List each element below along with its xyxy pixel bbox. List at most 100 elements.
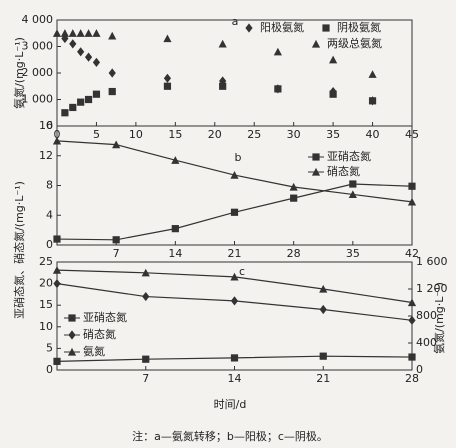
x-tick-label: 28 (405, 372, 419, 385)
y2-tick-label: 1 200 (416, 282, 448, 295)
y-tick-label: 8 (46, 179, 53, 192)
marker (319, 284, 328, 293)
panel-label: b (235, 151, 242, 164)
x-tick-label: 42 (405, 247, 419, 260)
marker (92, 90, 101, 98)
marker (368, 97, 377, 105)
marker (230, 296, 239, 306)
marker (274, 85, 282, 93)
marker (171, 225, 179, 233)
y-tick-label: 0 (46, 238, 53, 251)
marker (53, 357, 61, 365)
marker (171, 156, 180, 164)
marker (77, 98, 85, 106)
marker (219, 82, 227, 90)
y-tick-label: 20 (39, 277, 53, 290)
y2-tick-label: 800 (416, 309, 437, 322)
marker (108, 87, 116, 96)
marker (408, 353, 416, 361)
marker (218, 39, 227, 48)
x-tick-label: 10 (129, 128, 143, 141)
marker (273, 47, 282, 56)
y-tick-label: 16 (39, 119, 53, 132)
marker (407, 197, 417, 206)
panel-label: a (232, 15, 239, 28)
legend-label: 两级总氨氮 (327, 36, 382, 50)
legend-label: 硝态氮 (83, 327, 116, 341)
y2-tick-label: 0 (416, 363, 423, 376)
marker (408, 182, 416, 190)
legend-marker (68, 330, 76, 340)
legend-label: 亚硝态氮 (83, 310, 127, 324)
marker (69, 103, 77, 112)
marker (230, 208, 239, 216)
y-tick-label: 2 000 (22, 66, 54, 79)
marker (163, 82, 172, 90)
marker (142, 355, 150, 363)
y-tick-label: 0 (46, 363, 53, 376)
y-tick-label: 0 (46, 119, 53, 132)
marker (52, 29, 62, 37)
marker (53, 279, 61, 289)
x-tick-label: 7 (113, 247, 120, 260)
marker (408, 315, 416, 325)
y2-tick-label: 400 (416, 336, 437, 349)
marker (53, 235, 61, 243)
x-tick-label: 15 (168, 128, 182, 141)
x-tick-label: 40 (366, 128, 380, 141)
marker (112, 140, 121, 149)
marker (141, 268, 150, 277)
marker (84, 29, 93, 37)
x-tick-label: 25 (247, 128, 261, 141)
marker (76, 29, 85, 37)
y-axis-label: 氨氮/(mg·L⁻¹) (12, 37, 26, 109)
legend-marker (68, 314, 76, 322)
legend-label: 阴极氨氮 (337, 20, 381, 34)
marker (163, 34, 172, 43)
marker (289, 182, 298, 191)
y-tick-label: 1 000 (22, 93, 54, 106)
marker (142, 291, 150, 302)
legend-marker (245, 23, 253, 33)
marker (407, 298, 417, 307)
y-tick-label: 25 (39, 255, 53, 268)
x-tick-label: 35 (346, 247, 360, 260)
x-axis-label: 时间/d (214, 398, 247, 411)
y-tick-label: 3 000 (22, 40, 54, 53)
x-tick-label: 30 (287, 128, 301, 141)
marker (69, 39, 77, 49)
marker (112, 236, 120, 244)
x-tick-label: 21 (316, 372, 330, 385)
marker (84, 52, 93, 62)
marker (77, 47, 85, 57)
x-tick-label: 21 (228, 247, 242, 260)
legend-label: 氨氮 (83, 344, 105, 358)
marker (230, 354, 239, 362)
legend-marker (312, 153, 320, 161)
y-tick-label: 4 000 (22, 13, 54, 26)
x-tick-label: 20 (208, 128, 222, 141)
y-tick-label: 12 (39, 149, 53, 162)
marker (319, 304, 327, 315)
legend-marker (311, 39, 321, 48)
marker (349, 180, 357, 188)
marker (329, 90, 337, 98)
y-tick-label: 5 (46, 341, 53, 354)
x-tick-label: 5 (93, 128, 100, 141)
x-tick-label: 14 (228, 372, 242, 385)
marker (60, 29, 69, 37)
legend-marker (311, 167, 321, 176)
marker (92, 57, 101, 67)
legend-label: 阳极氨氮 (260, 20, 304, 34)
legend-label: 亚硝态氮 (327, 149, 371, 163)
y2-axis-label: 氨氮/(mg·L⁻¹) (432, 282, 446, 354)
marker (348, 190, 357, 199)
marker (52, 136, 62, 145)
marker (319, 352, 327, 360)
marker (92, 29, 101, 37)
marker (163, 73, 172, 83)
legend-marker (67, 347, 77, 356)
marker (368, 70, 377, 78)
marker (329, 55, 338, 64)
